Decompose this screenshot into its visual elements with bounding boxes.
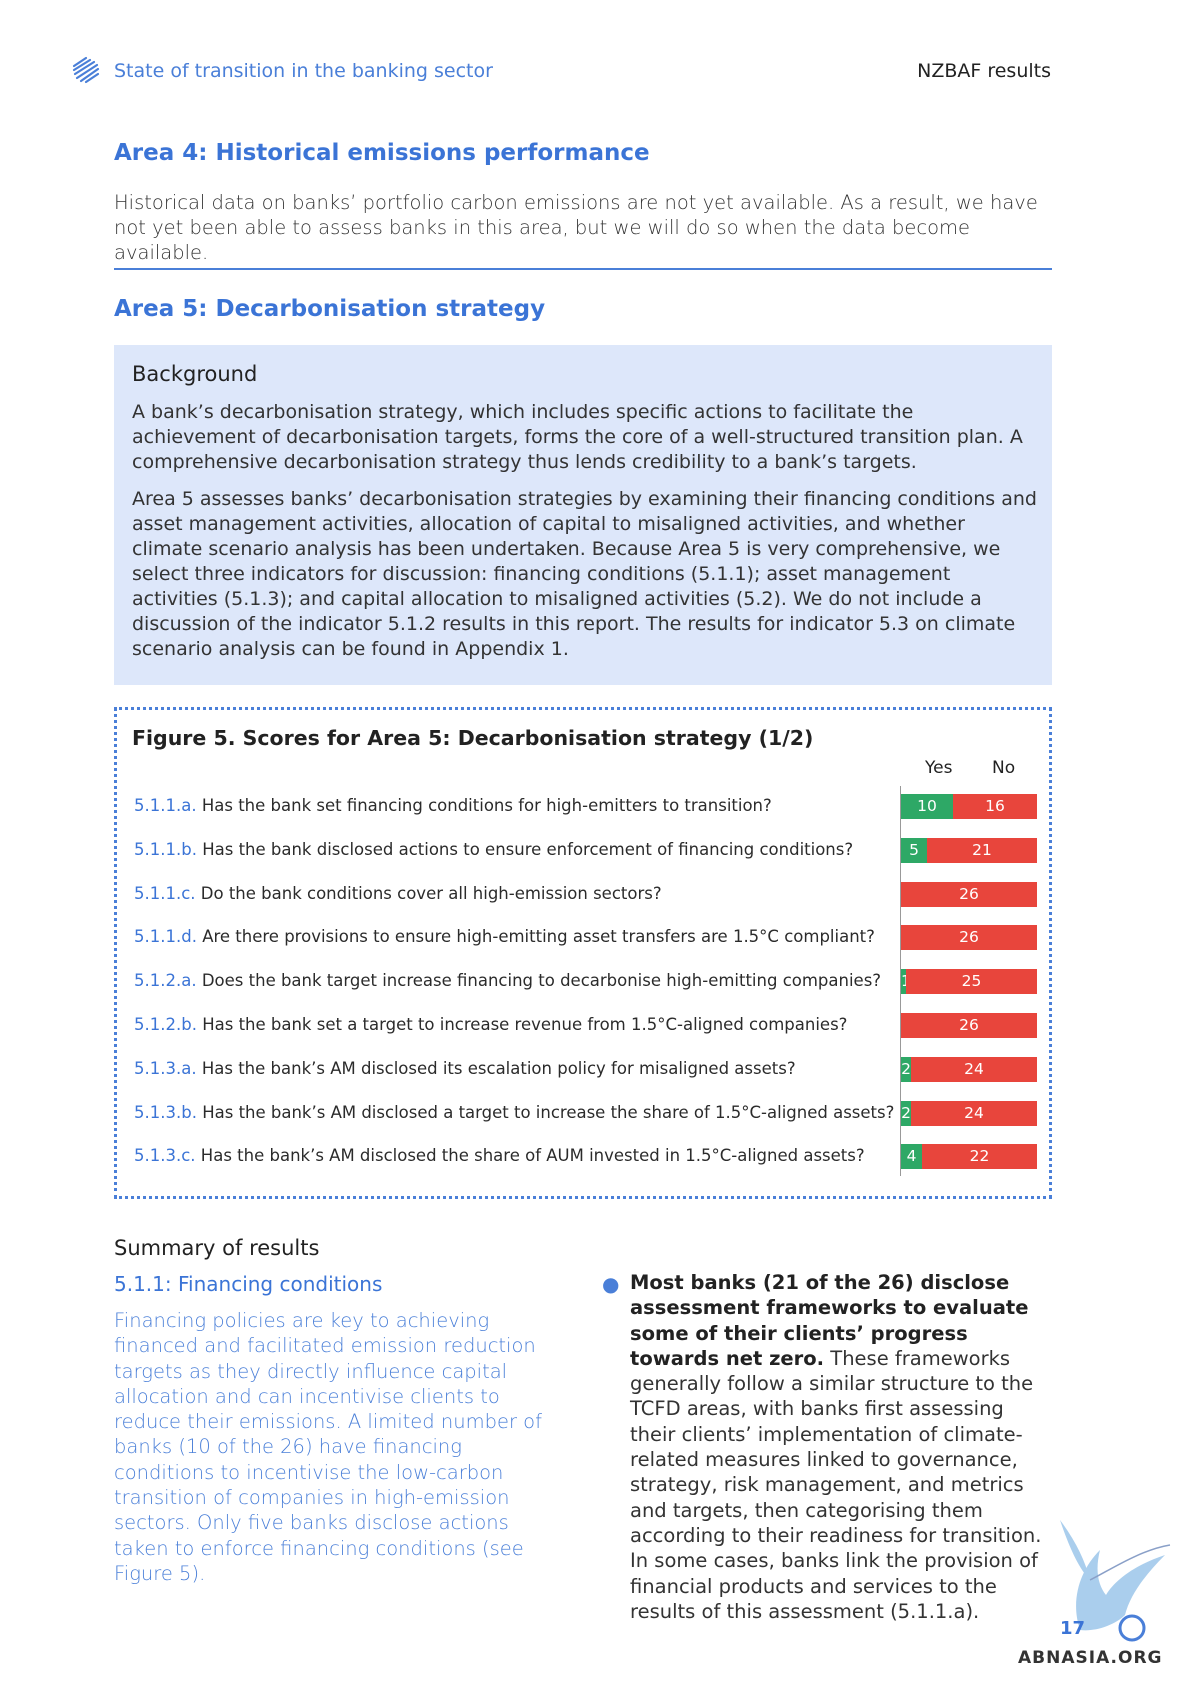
question-row: 5.1.1.a. Has the bank set financing cond… [134, 796, 772, 815]
area5-heading: Area 5: Decarbonisation strategy [114, 296, 546, 322]
legend-yes: Yes [925, 758, 953, 778]
bar-yes: 5 [901, 838, 927, 863]
page-number: 17 [1060, 1618, 1086, 1639]
question-code: 5.1.1.a. [134, 796, 197, 815]
area4-paragraph: Historical data on banks’ portfolio carb… [114, 191, 1038, 264]
background-title: Background [132, 362, 258, 386]
bar-no: 26 [901, 1013, 1037, 1038]
background-paragraph-2: Area 5 assesses banks’ decarbonisation s… [132, 488, 1037, 660]
question-code: 5.1.2.b. [134, 1015, 197, 1034]
question-row: 5.1.3.a. Has the bank’s AM disclosed its… [134, 1059, 796, 1078]
summary-right-paragraph: Most banks (21 of the 26) disclose asses… [630, 1270, 1055, 1624]
bar-yes: 2 [901, 1101, 911, 1126]
legend-no: No [992, 758, 1016, 778]
question-text: Has the bank set financing conditions fo… [201, 796, 772, 815]
bar-yes: 1 [901, 969, 906, 994]
report-logo-icon [72, 56, 100, 84]
bar-no: 16 [953, 794, 1037, 819]
summary-right-text: These frameworks generally follow a simi… [630, 1346, 1042, 1623]
question-row: 5.1.1.d. Are there provisions to ensure … [134, 927, 875, 946]
area4-heading: Area 4: Historical emissions performance [114, 140, 650, 166]
question-text: Are there provisions to ensure high-emit… [202, 927, 875, 946]
bar-no: 26 [901, 925, 1037, 950]
summary-right-bold: Most banks (21 of the 26) disclose asses… [630, 1271, 1029, 1370]
question-code: 5.1.2.a. [134, 971, 197, 990]
question-code: 5.1.3.b. [134, 1103, 197, 1122]
bar-no: 22 [922, 1144, 1037, 1169]
question-text: Has the bank’s AM disclosed a target to … [202, 1103, 895, 1122]
watermark-bird-icon [1060, 1520, 1171, 1642]
question-code: 5.1.1.b. [134, 840, 197, 859]
bar-no: 25 [906, 969, 1037, 994]
bar-yes: 10 [901, 794, 953, 819]
question-row: 5.1.2.a. Does the bank target increase f… [134, 971, 881, 990]
header-section-label: NZBAF results [917, 60, 1051, 82]
figure-title: Figure 5. Scores for Area 5: Decarbonisa… [132, 726, 814, 750]
background-paragraph-1: A bank’s decarbonisation strategy, which… [132, 401, 1023, 473]
question-row: 5.1.1.c. Do the bank conditions cover al… [134, 884, 662, 903]
bar-no: 24 [911, 1101, 1037, 1126]
header-title: State of transition in the banking secto… [114, 60, 493, 82]
question-text: Do the bank conditions cover all high-em… [200, 884, 662, 903]
chart-axis [900, 786, 901, 1176]
question-text: Has the bank’s AM disclosed its escalati… [201, 1059, 796, 1078]
bar-yes: 2 [901, 1057, 911, 1082]
question-row: 5.1.3.b. Has the bank’s AM disclosed a t… [134, 1103, 894, 1122]
bar-no: 26 [901, 882, 1037, 907]
summary-subtitle: 5.1.1: Financing conditions [114, 1272, 383, 1296]
figure-box [114, 707, 1052, 1199]
watermark-text: ABNASIA.ORG [1018, 1648, 1163, 1668]
question-row: 5.1.2.b. Has the bank set a target to in… [134, 1015, 847, 1034]
question-code: 5.1.3.a. [134, 1059, 197, 1078]
question-code: 5.1.1.c. [134, 884, 196, 903]
bar-yes: 4 [901, 1144, 922, 1169]
question-text: Has the bank disclosed actions to ensure… [202, 840, 854, 859]
bullet-icon: ● [602, 1272, 620, 1296]
question-code: 5.1.1.d. [134, 927, 197, 946]
question-text: Has the bank’s AM disclosed the share of… [200, 1146, 865, 1165]
summary-left-paragraph: Financing policies are key to achieving … [114, 1309, 542, 1585]
bar-no: 24 [911, 1057, 1037, 1082]
question-text: Does the bank target increase financing … [201, 971, 882, 990]
bar-no: 21 [927, 838, 1037, 863]
question-row: 5.1.1.b. Has the bank disclosed actions … [134, 840, 853, 859]
question-row: 5.1.3.c. Has the bank’s AM disclosed the… [134, 1146, 865, 1165]
question-text: Has the bank set a target to increase re… [202, 1015, 848, 1034]
summary-title: Summary of results [114, 1236, 320, 1260]
question-code: 5.1.3.c. [134, 1146, 196, 1165]
background-box [114, 345, 1052, 685]
section-divider [114, 268, 1052, 270]
